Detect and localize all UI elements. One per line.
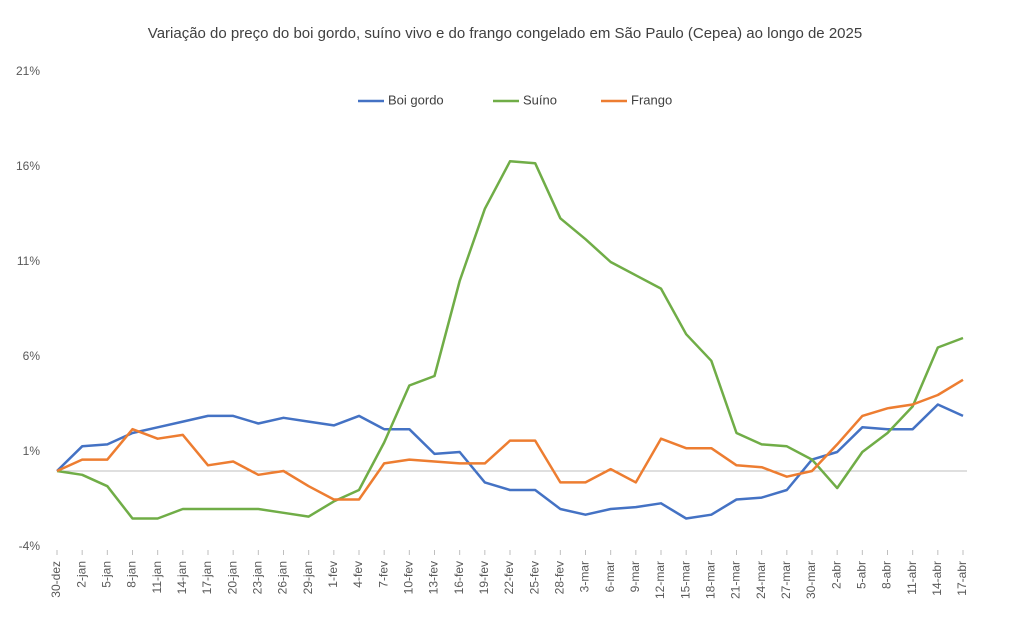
x-tick-label: 24-mar xyxy=(754,561,768,599)
x-tick-label: 4-fev xyxy=(351,561,365,588)
x-tick-label: 5-abr xyxy=(855,561,869,589)
x-tick-label: 17-jan xyxy=(200,561,214,594)
series-line xyxy=(56,160,964,520)
x-tick-label: 30-dez xyxy=(49,561,63,598)
x-tick-label: 14-jan xyxy=(175,561,189,594)
x-tick-label: 30-mar xyxy=(804,561,818,599)
x-tick-label: 3-mar xyxy=(578,561,592,592)
x-tick-label: 21-mar xyxy=(729,561,743,599)
x-tick-label: 8-jan xyxy=(125,561,139,588)
x-tick-label: 27-mar xyxy=(779,561,793,599)
series-line xyxy=(56,403,964,520)
x-tick-label: 14-abr xyxy=(930,561,944,596)
x-tick-label: 7-fev xyxy=(376,561,390,588)
y-tick-label: -4% xyxy=(19,539,41,553)
x-tick-label: 11-abr xyxy=(905,561,919,595)
x-tick-label: 8-abr xyxy=(880,561,894,589)
x-tick-label: 5-jan xyxy=(100,561,114,588)
x-tick-label: 11-jan xyxy=(150,561,164,593)
x-tick-label: 25-fev xyxy=(527,561,541,594)
chart-title: Variação do preço do boi gordo, suíno vi… xyxy=(148,25,862,42)
legend-label: Suíno xyxy=(523,92,557,107)
series-line xyxy=(56,378,964,501)
y-tick-label: 16% xyxy=(16,159,40,173)
legend-label: Frango xyxy=(631,92,672,107)
x-tick-label: 17-abr xyxy=(955,561,969,596)
x-tick-label: 26-jan xyxy=(276,561,290,594)
x-tick-label: 28-fev xyxy=(553,561,567,594)
x-tick-label: 12-mar xyxy=(653,561,667,599)
x-tick-label: 22-fev xyxy=(502,561,516,594)
x-tick-label: 19-fev xyxy=(477,561,491,594)
legend-label: Boi gordo xyxy=(388,92,444,107)
x-tick-label: 18-mar xyxy=(704,561,718,599)
x-tick-label: 2-jan xyxy=(74,561,88,588)
y-tick-label: 6% xyxy=(23,349,41,363)
x-tick-label: 9-mar xyxy=(628,561,642,592)
x-tick-label: 2-abr xyxy=(829,561,843,589)
x-tick-label: 13-fev xyxy=(427,561,441,594)
x-tick-label: 29-jan xyxy=(301,561,315,594)
y-tick-label: 11% xyxy=(17,254,40,268)
y-tick-label: 21% xyxy=(16,64,40,78)
x-tick-label: 15-mar xyxy=(678,561,692,599)
x-tick-label: 20-jan xyxy=(225,561,239,594)
x-tick-label: 10-fev xyxy=(402,561,416,594)
y-tick-label: 1% xyxy=(23,444,41,458)
x-tick-label: 6-mar xyxy=(603,561,617,592)
x-tick-label: 23-jan xyxy=(251,561,265,594)
x-tick-label: 16-fev xyxy=(452,561,466,594)
x-tick-label: 1-fev xyxy=(326,561,340,588)
